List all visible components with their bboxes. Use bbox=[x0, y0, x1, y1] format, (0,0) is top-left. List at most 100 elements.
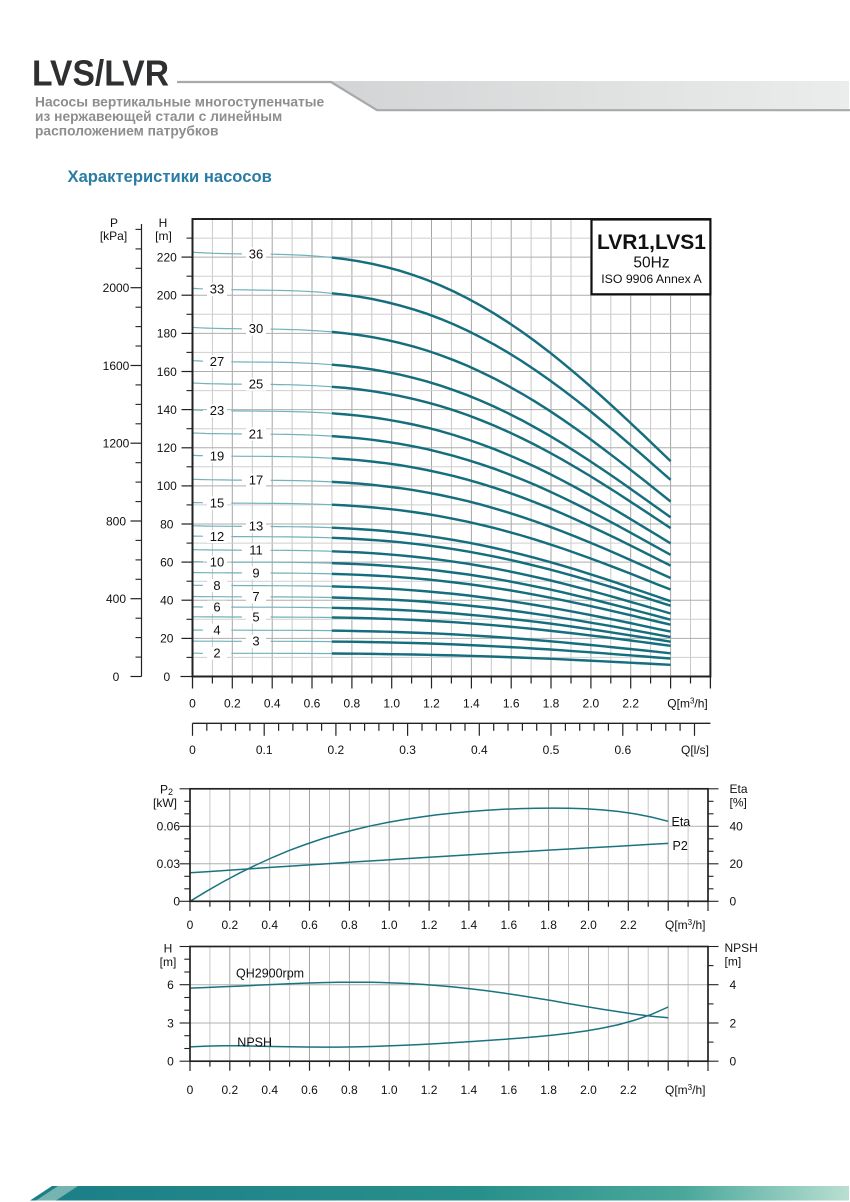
svg-text:0: 0 bbox=[730, 895, 737, 909]
svg-text:1.2: 1.2 bbox=[423, 697, 440, 711]
svg-text:1.8: 1.8 bbox=[543, 697, 560, 711]
svg-text:0.6: 0.6 bbox=[614, 743, 631, 757]
svg-text:NPSH: NPSH bbox=[237, 1036, 272, 1050]
svg-text:0: 0 bbox=[730, 1055, 737, 1069]
svg-text:4: 4 bbox=[730, 978, 737, 992]
svg-text:[kW]: [kW] bbox=[153, 796, 177, 810]
svg-text:0.8: 0.8 bbox=[341, 1083, 358, 1097]
svg-text:0: 0 bbox=[113, 670, 120, 684]
svg-text:P2: P2 bbox=[160, 783, 173, 798]
svg-text:2000: 2000 bbox=[103, 281, 130, 295]
svg-text:[m]: [m] bbox=[160, 955, 177, 969]
svg-text:3: 3 bbox=[252, 634, 259, 649]
svg-text:23: 23 bbox=[210, 403, 224, 418]
svg-text:H: H bbox=[164, 942, 173, 956]
svg-text:4: 4 bbox=[213, 623, 220, 638]
svg-text:20: 20 bbox=[160, 632, 174, 646]
svg-text:1.4: 1.4 bbox=[461, 918, 478, 932]
svg-text:0.2: 0.2 bbox=[221, 918, 238, 932]
svg-text:0: 0 bbox=[189, 697, 196, 711]
svg-text:0.8: 0.8 bbox=[344, 697, 361, 711]
svg-text:Q[l/s]: Q[l/s] bbox=[681, 743, 709, 757]
svg-text:1.6: 1.6 bbox=[500, 1083, 517, 1097]
svg-text:из нержавеющей стали с линейны: из нержавеющей стали с линейным bbox=[35, 109, 282, 124]
svg-text:2.0: 2.0 bbox=[580, 918, 597, 932]
svg-text:12: 12 bbox=[210, 529, 224, 544]
svg-text:0.6: 0.6 bbox=[304, 697, 321, 711]
svg-text:расположением патрубков: расположением патрубков bbox=[35, 124, 218, 139]
svg-text:9: 9 bbox=[252, 565, 259, 580]
svg-text:Q[m3/h]: Q[m3/h] bbox=[665, 1083, 705, 1097]
svg-text:0: 0 bbox=[167, 1055, 174, 1069]
svg-text:0.03: 0.03 bbox=[157, 857, 181, 871]
svg-text:ISO 9906 Annex A: ISO 9906 Annex A bbox=[601, 272, 702, 286]
svg-text:0.06: 0.06 bbox=[157, 820, 181, 834]
svg-text:1600: 1600 bbox=[103, 359, 130, 373]
svg-text:1.8: 1.8 bbox=[540, 1083, 557, 1097]
svg-text:140: 140 bbox=[157, 403, 177, 417]
svg-text:17: 17 bbox=[249, 473, 263, 488]
svg-text:27: 27 bbox=[210, 354, 224, 369]
svg-text:1.2: 1.2 bbox=[421, 1083, 438, 1097]
svg-text:1.2: 1.2 bbox=[421, 918, 438, 932]
svg-text:Характеристики насосов: Характеристики насосов bbox=[68, 167, 272, 186]
svg-text:0.1: 0.1 bbox=[256, 743, 273, 757]
svg-text:3: 3 bbox=[167, 1016, 174, 1030]
svg-text:0: 0 bbox=[189, 743, 196, 757]
svg-text:P2: P2 bbox=[673, 839, 688, 853]
svg-text:1.6: 1.6 bbox=[503, 697, 520, 711]
svg-text:60: 60 bbox=[160, 555, 174, 569]
svg-text:2: 2 bbox=[213, 646, 220, 661]
svg-text:0: 0 bbox=[163, 670, 170, 684]
svg-text:220: 220 bbox=[157, 250, 177, 264]
svg-text:200: 200 bbox=[157, 289, 177, 303]
svg-text:1.0: 1.0 bbox=[381, 1083, 398, 1097]
svg-text:11: 11 bbox=[249, 543, 263, 558]
svg-text:0.6: 0.6 bbox=[301, 1083, 318, 1097]
svg-text:1.4: 1.4 bbox=[463, 697, 480, 711]
svg-text:6: 6 bbox=[167, 978, 174, 992]
svg-text:160: 160 bbox=[157, 365, 177, 379]
svg-text:[m]: [m] bbox=[155, 229, 172, 243]
svg-text:5: 5 bbox=[252, 609, 259, 624]
svg-text:6: 6 bbox=[213, 599, 220, 614]
svg-text:P: P bbox=[110, 216, 118, 230]
svg-text:0.2: 0.2 bbox=[221, 1083, 238, 1097]
svg-text:LVR1,LVS1: LVR1,LVS1 bbox=[597, 231, 706, 254]
svg-text:[kPa]: [kPa] bbox=[100, 229, 127, 243]
svg-text:0: 0 bbox=[187, 918, 194, 932]
svg-text:40: 40 bbox=[730, 820, 744, 834]
svg-text:0.5: 0.5 bbox=[543, 743, 560, 757]
svg-text:Q[m3/h]: Q[m3/h] bbox=[667, 697, 707, 711]
svg-text:33: 33 bbox=[210, 282, 224, 297]
svg-text:1.0: 1.0 bbox=[383, 697, 400, 711]
svg-text:LVS/LVR: LVS/LVR bbox=[32, 53, 169, 94]
svg-text:1.0: 1.0 bbox=[381, 918, 398, 932]
svg-text:1200: 1200 bbox=[103, 437, 130, 451]
svg-text:Eta: Eta bbox=[672, 815, 691, 829]
svg-text:20: 20 bbox=[730, 857, 744, 871]
svg-text:0.4: 0.4 bbox=[264, 697, 281, 711]
svg-text:2.0: 2.0 bbox=[583, 697, 600, 711]
svg-text:1.6: 1.6 bbox=[500, 918, 517, 932]
svg-text:2.2: 2.2 bbox=[622, 697, 639, 711]
svg-text:36: 36 bbox=[249, 246, 263, 261]
svg-text:0: 0 bbox=[187, 1083, 194, 1097]
svg-text:7: 7 bbox=[252, 589, 259, 604]
svg-text:0.3: 0.3 bbox=[399, 743, 416, 757]
svg-text:15: 15 bbox=[210, 495, 224, 510]
svg-text:2.2: 2.2 bbox=[620, 1083, 637, 1097]
svg-text:8: 8 bbox=[213, 578, 220, 593]
svg-text:0.6: 0.6 bbox=[301, 918, 318, 932]
svg-text:0.4: 0.4 bbox=[471, 743, 488, 757]
svg-text:Q[m3/h]: Q[m3/h] bbox=[665, 918, 705, 932]
svg-text:2.2: 2.2 bbox=[620, 918, 637, 932]
svg-text:21: 21 bbox=[249, 426, 263, 441]
svg-text:19: 19 bbox=[210, 448, 224, 463]
svg-text:100: 100 bbox=[157, 479, 177, 493]
svg-text:0.2: 0.2 bbox=[328, 743, 345, 757]
svg-text:0.4: 0.4 bbox=[261, 1083, 278, 1097]
svg-text:Насосы вертикальные многоступе: Насосы вертикальные многоступенчатые bbox=[35, 95, 325, 110]
svg-text:NPSH: NPSH bbox=[725, 941, 758, 955]
svg-text:0.8: 0.8 bbox=[341, 918, 358, 932]
